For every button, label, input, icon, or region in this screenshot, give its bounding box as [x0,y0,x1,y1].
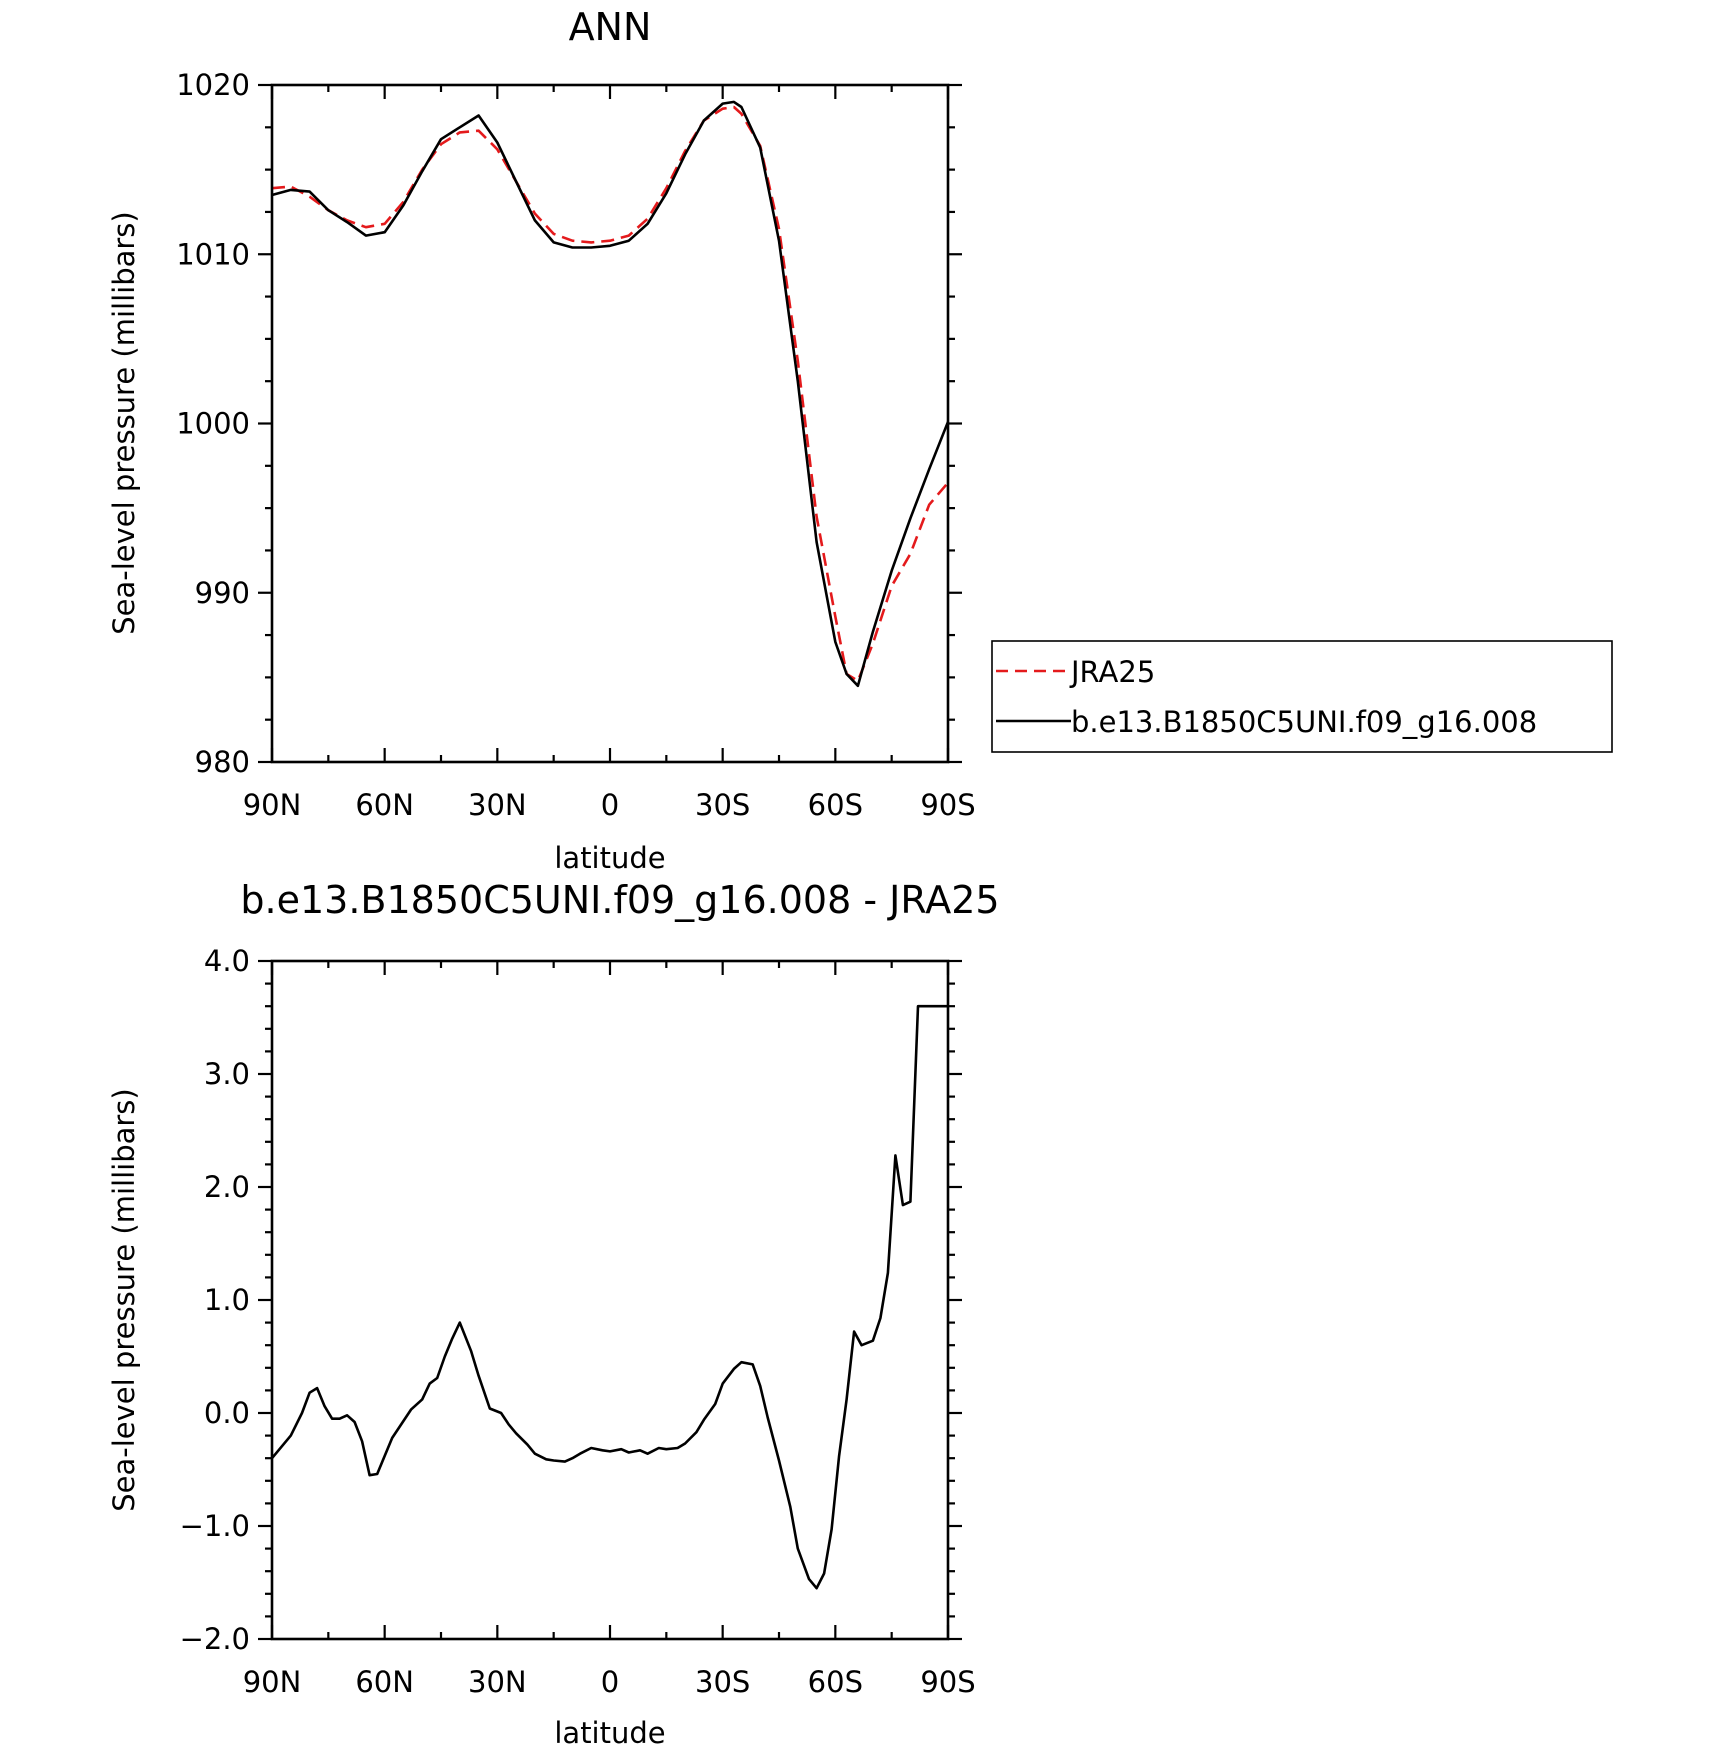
bottom-y-tick-label: 0.0 [204,1396,250,1430]
top-x-axis-label: latitude [554,841,665,875]
top-series-line-jra25 [271,105,949,683]
bottom-chart-title: b.e13.B1850C5UNI.f09_g16.008 - JRA25 [240,878,999,922]
top-x-tick-label: 60N [355,788,414,822]
bottom-x-axis-label: latitude [554,1716,665,1745]
bottom-x-tick-label: 90S [920,1665,975,1699]
bottom-y-tick-label: 3.0 [204,1057,250,1091]
bottom-x-tick-label: 90N [243,1665,302,1699]
bottom-y-tick-label: 4.0 [204,944,250,978]
top-y-tick-label: 1000 [176,407,250,441]
top-panel: ANN 90N 60N 30N 0 30S 60S 90S 980 990 1000 1010 102… [107,5,1613,875]
top-y-axis-label: Sea-level pressure (millibars) [107,211,141,634]
bottom-x-tick-label: 60N [355,1665,414,1699]
top-x-tick-label: 90S [920,788,975,822]
bottom-x-tick-label: 60S [808,1665,863,1699]
bottom-plot-area [271,1004,948,1590]
bottom-series-line-difference [271,1004,948,1590]
legend-label-model: b.e13.B1850C5UNI.f09_g16.008 [1071,705,1537,739]
top-x-tick-label: 0 [601,788,619,822]
bottom-plot-frame [270,959,950,1641]
top-y-tick-label: 990 [195,576,250,610]
top-plot-area [271,100,950,688]
bottom-y-axis-label: Sea-level pressure (millibars) [107,1088,141,1511]
bottom-y-tick-label: 2.0 [204,1170,250,1204]
legend-box [991,640,1613,753]
top-x-tick-label: 60S [808,788,863,822]
legend: JRA25 b.e13.B1850C5UNI.f09_g16.008 [991,640,1613,753]
bottom-x-tick-label: 30S [695,1665,750,1699]
top-x-tick-label: 90N [243,788,302,822]
top-plot-frame [270,83,950,764]
top-x-tick-label: 30N [468,788,527,822]
top-axis-ticks: 90N 60N 30N 0 30S 60S 90S 980 990 1000 1010 1020 [176,68,975,822]
bottom-x-tick-label: 0 [601,1665,619,1699]
top-y-tick-label: 980 [195,745,250,779]
top-x-tick-label: 30S [695,788,750,822]
bottom-y-tick-label: 1.0 [204,1283,250,1317]
bottom-y-tick-label: −1.0 [180,1509,250,1543]
top-chart-title: ANN [569,5,652,49]
top-y-tick-label: 1010 [176,237,250,271]
bottom-x-tick-label: 30N [468,1665,527,1699]
bottom-y-tick-label: −2.0 [180,1622,250,1656]
bottom-axis-ticks: 90N 60N 30N 0 30S 60S 90S −2.0 −1.0 0.0 1.0 2.0 3.0 4… [180,944,976,1699]
top-y-tick-label: 1020 [176,68,250,102]
legend-label-jra25: JRA25 [1069,655,1155,689]
bottom-panel: b.e13.B1850C5UNI.f09_g16.008 - JRA25 90N… [107,878,1000,1745]
top-series-line-b-e13-b1850c5uni-f09-g16-008 [271,100,950,688]
